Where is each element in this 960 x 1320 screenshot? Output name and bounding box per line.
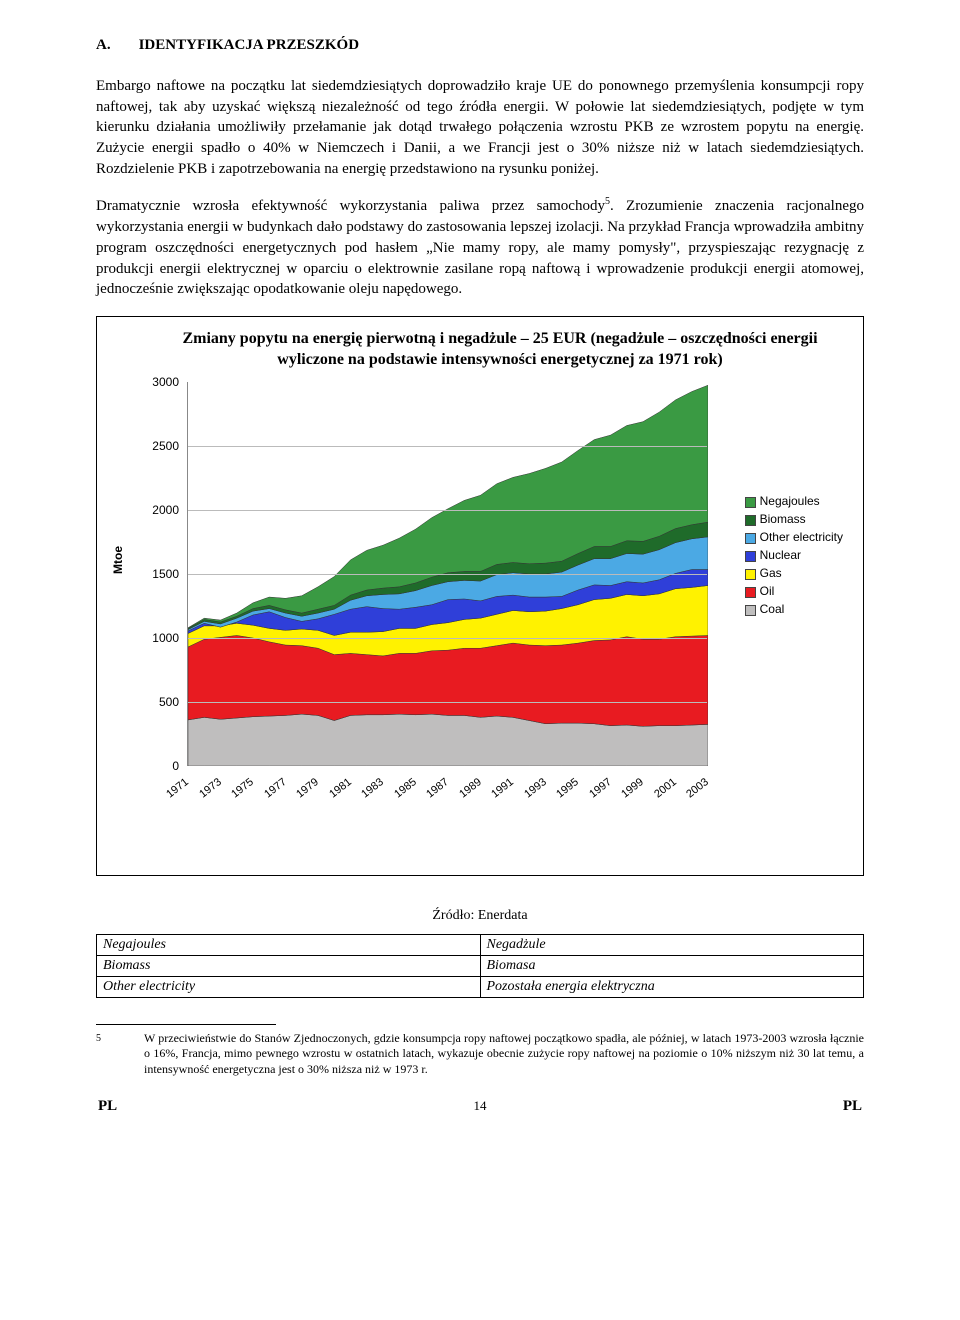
table-cell: Negajoules bbox=[97, 934, 481, 955]
paragraph-2: Dramatycznie wzrosła efektywność wykorzy… bbox=[96, 195, 864, 299]
x-tick: 1975 bbox=[229, 776, 256, 801]
table-cell: Biomass bbox=[97, 955, 481, 976]
table-cell: Pozostała energia elektryczna bbox=[480, 976, 864, 997]
table-cell: Biomasa bbox=[480, 955, 864, 976]
table-cell: Negadżule bbox=[480, 934, 864, 955]
chart-area: Mtoe NegajoulesBiomassOther electricityN… bbox=[105, 374, 855, 834]
legend-label: Biomass bbox=[760, 512, 806, 526]
x-tick: 1973 bbox=[197, 776, 224, 801]
legend-item: Nuclear bbox=[745, 548, 843, 562]
legend-label: Other electricity bbox=[760, 530, 843, 544]
legend-swatch bbox=[745, 497, 756, 508]
y-tick: 0 bbox=[143, 759, 179, 773]
footnote-5: 5 W przeciwieństwie do Stanów Zjednoczon… bbox=[96, 1031, 864, 1078]
x-tick: 1997 bbox=[587, 776, 614, 801]
paragraph-2a: Dramatycznie wzrosła efektywność wykorzy… bbox=[96, 198, 605, 214]
translation-table: NegajoulesNegadżuleBiomassBiomasaOther e… bbox=[96, 934, 864, 998]
legend-swatch bbox=[745, 515, 756, 526]
legend-label: Coal bbox=[760, 602, 785, 616]
x-tick: 1983 bbox=[359, 776, 386, 801]
chart-container: Zmiany popytu na energię pierwotną i neg… bbox=[96, 316, 864, 876]
legend-item: Oil bbox=[745, 584, 843, 598]
x-tick: 1985 bbox=[392, 776, 419, 801]
paragraph-1: Embargo naftowe na początku lat siedemdz… bbox=[96, 76, 864, 179]
y-tick: 2000 bbox=[143, 503, 179, 517]
legend-label: Gas bbox=[760, 566, 782, 580]
x-tick: 1981 bbox=[327, 776, 354, 801]
legend-swatch bbox=[745, 587, 756, 598]
legend-item: Biomass bbox=[745, 512, 843, 526]
y-tick: 2500 bbox=[143, 439, 179, 453]
x-tick: 1993 bbox=[522, 776, 549, 801]
heading-letter: A. bbox=[96, 37, 111, 53]
y-tick: 3000 bbox=[143, 375, 179, 389]
x-axis-ticks: 1971197319751977197919811983198519871989… bbox=[187, 770, 707, 818]
y-axis-label: Mtoe bbox=[111, 546, 125, 574]
table-row: BiomassBiomasa bbox=[97, 955, 864, 976]
legend-swatch bbox=[745, 569, 756, 580]
y-tick: 1500 bbox=[143, 567, 179, 581]
footer-right: PL bbox=[843, 1098, 862, 1115]
chart-source: Źródło: Enerdata bbox=[96, 908, 864, 924]
chart-legend: Negajoules Biomass Other electricity Nuclea… bbox=[745, 494, 843, 620]
x-tick: 1995 bbox=[554, 776, 581, 801]
x-tick: 1991 bbox=[489, 776, 516, 801]
x-tick: 1979 bbox=[294, 776, 321, 801]
footer-left: PL bbox=[98, 1098, 117, 1115]
table-row: Other electricityPozostała energia elekt… bbox=[97, 976, 864, 997]
chart-title: Zmiany popytu na energię pierwotną i neg… bbox=[175, 329, 825, 371]
legend-item: Coal bbox=[745, 602, 843, 616]
footnote-text: W przeciwieństwie do Stanów Zjednoczonyc… bbox=[144, 1031, 864, 1078]
legend-label: Oil bbox=[760, 584, 775, 598]
table-cell: Other electricity bbox=[97, 976, 481, 997]
legend-item: Gas bbox=[745, 566, 843, 580]
legend-label: Negajoules bbox=[760, 494, 820, 508]
legend-swatch bbox=[745, 551, 756, 562]
x-tick: 1987 bbox=[424, 776, 451, 801]
x-tick: 1971 bbox=[164, 776, 191, 801]
y-tick: 500 bbox=[143, 695, 179, 709]
x-tick: 2003 bbox=[684, 776, 711, 801]
footnote-number: 5 bbox=[96, 1031, 144, 1078]
legend-item: Other electricity bbox=[745, 530, 843, 544]
page-number: 14 bbox=[474, 1098, 487, 1115]
legend-swatch bbox=[745, 533, 756, 544]
legend-swatch bbox=[745, 605, 756, 616]
heading-text: IDENTYFIKACJA PRZESZKÓD bbox=[139, 37, 359, 53]
x-tick: 1977 bbox=[262, 776, 289, 801]
x-tick: 1989 bbox=[457, 776, 484, 801]
x-tick: 2001 bbox=[652, 776, 679, 801]
x-tick: 1999 bbox=[619, 776, 646, 801]
legend-label: Nuclear bbox=[760, 548, 801, 562]
table-row: NegajoulesNegadżule bbox=[97, 934, 864, 955]
section-heading: A. IDENTYFIKACJA PRZESZKÓD bbox=[96, 36, 864, 54]
legend-item: Negajoules bbox=[745, 494, 843, 508]
footnote-rule bbox=[96, 1024, 276, 1025]
y-tick: 1000 bbox=[143, 631, 179, 645]
page-footer: PL 14 PL bbox=[96, 1098, 864, 1115]
chart-plot bbox=[187, 382, 707, 766]
